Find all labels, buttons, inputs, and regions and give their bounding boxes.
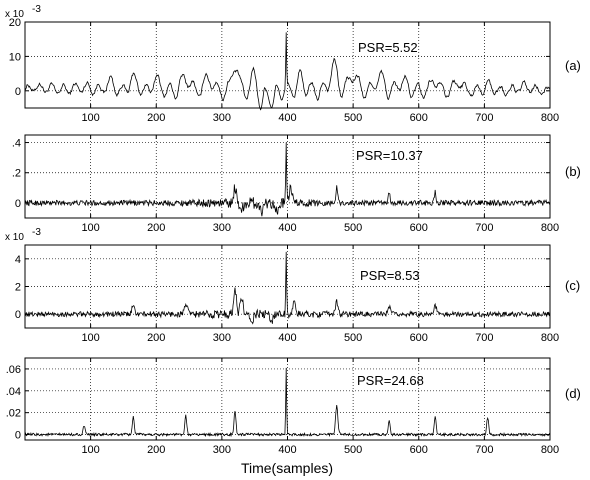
series-line: [24, 32, 551, 111]
x-tick-label: 500: [344, 112, 362, 124]
x-tick-label: 700: [475, 112, 493, 124]
x-tick-label: 100: [81, 112, 99, 124]
y-tick-label: .06: [6, 364, 21, 376]
x-tick-label: 700: [475, 222, 493, 234]
y-tick-label: .02: [6, 408, 21, 420]
x-tick-label: 100: [81, 444, 99, 456]
panel-label: (b): [565, 164, 581, 179]
y-exponent-power: -3: [32, 227, 41, 238]
x-tick-label: 600: [410, 444, 428, 456]
panel-c: 100 200 300 400 500 600 700 800 0 2 4 x 10 -3 PSR=8.5…: [5, 227, 580, 344]
x-tick-label: 700: [475, 444, 493, 456]
panel-a: 100 200 300 400 500 600 700 800 0 10 20x 10 -3 PSR=5…: [5, 4, 581, 124]
x-tick-label: 400: [278, 112, 296, 124]
x-tick-label: 300: [213, 332, 231, 344]
x-tick-label: 600: [410, 222, 428, 234]
y-tick-label: 2: [15, 282, 21, 294]
y-tick-label: 0: [15, 198, 21, 210]
y-tick-label: 0: [15, 86, 21, 98]
x-tick-label: 200: [147, 112, 165, 124]
x-tick-label: 700: [475, 332, 493, 344]
x-tick-label: 500: [344, 222, 362, 234]
x-tick-label: 400: [278, 332, 296, 344]
psr-annotation: PSR=24.68: [357, 373, 424, 388]
x-tick-label: 500: [344, 332, 362, 344]
panel-d: 100 200 300 400 500 600 700 800 0 .02 .04 .06 PSR=24…: [6, 357, 581, 456]
panel-label: (c): [565, 278, 580, 293]
y-tick-label: .04: [6, 386, 21, 398]
y-exponent-label: x 10: [5, 9, 24, 20]
panel-b: 100 200 300 400 500 600 700 800 0 .2 .4 PSR=10.37 (b…: [12, 134, 581, 234]
x-tick-label: 200: [147, 222, 165, 234]
x-tick-label: 600: [410, 332, 428, 344]
x-tick-label: 300: [213, 112, 231, 124]
x-tick-label: 200: [147, 332, 165, 344]
y-tick-label: 10: [9, 51, 21, 63]
x-tick-label: 800: [541, 112, 559, 124]
x-tick-label: 300: [213, 222, 231, 234]
y-tick-label: 0: [15, 430, 21, 442]
y-tick-label: 0: [15, 309, 21, 321]
x-tick-label: 600: [410, 112, 428, 124]
psr-annotation: PSR=10.37: [356, 148, 423, 163]
y-exponent-label: x 10: [5, 232, 24, 243]
y-exponent-power: -3: [32, 4, 41, 15]
x-tick-label: 800: [541, 332, 559, 344]
x-tick-label: 500: [344, 444, 362, 456]
x-axis-label: Time(samples): [241, 460, 333, 476]
y-tick-label: .2: [12, 168, 21, 180]
x-tick-label: 400: [278, 222, 296, 234]
x-tick-label: 100: [81, 332, 99, 344]
y-tick-label: 20: [9, 17, 21, 29]
psr-annotation: PSR=8.53: [360, 268, 420, 283]
y-tick-label: 4: [15, 254, 21, 266]
x-tick-label: 300: [213, 444, 231, 456]
x-tick-label: 800: [541, 444, 559, 456]
panel-label: (d): [565, 386, 581, 401]
y-tick-label: .4: [12, 138, 21, 150]
series-line: [24, 367, 551, 438]
series-line: [24, 142, 551, 217]
series-line: [24, 251, 551, 325]
psr-annotation: PSR=5.52: [358, 40, 418, 55]
x-tick-label: 400: [278, 444, 296, 456]
x-tick-label: 200: [147, 444, 165, 456]
panel-label: (a): [565, 58, 581, 73]
x-tick-label: 800: [541, 222, 559, 234]
x-tick-label: 100: [81, 222, 99, 234]
